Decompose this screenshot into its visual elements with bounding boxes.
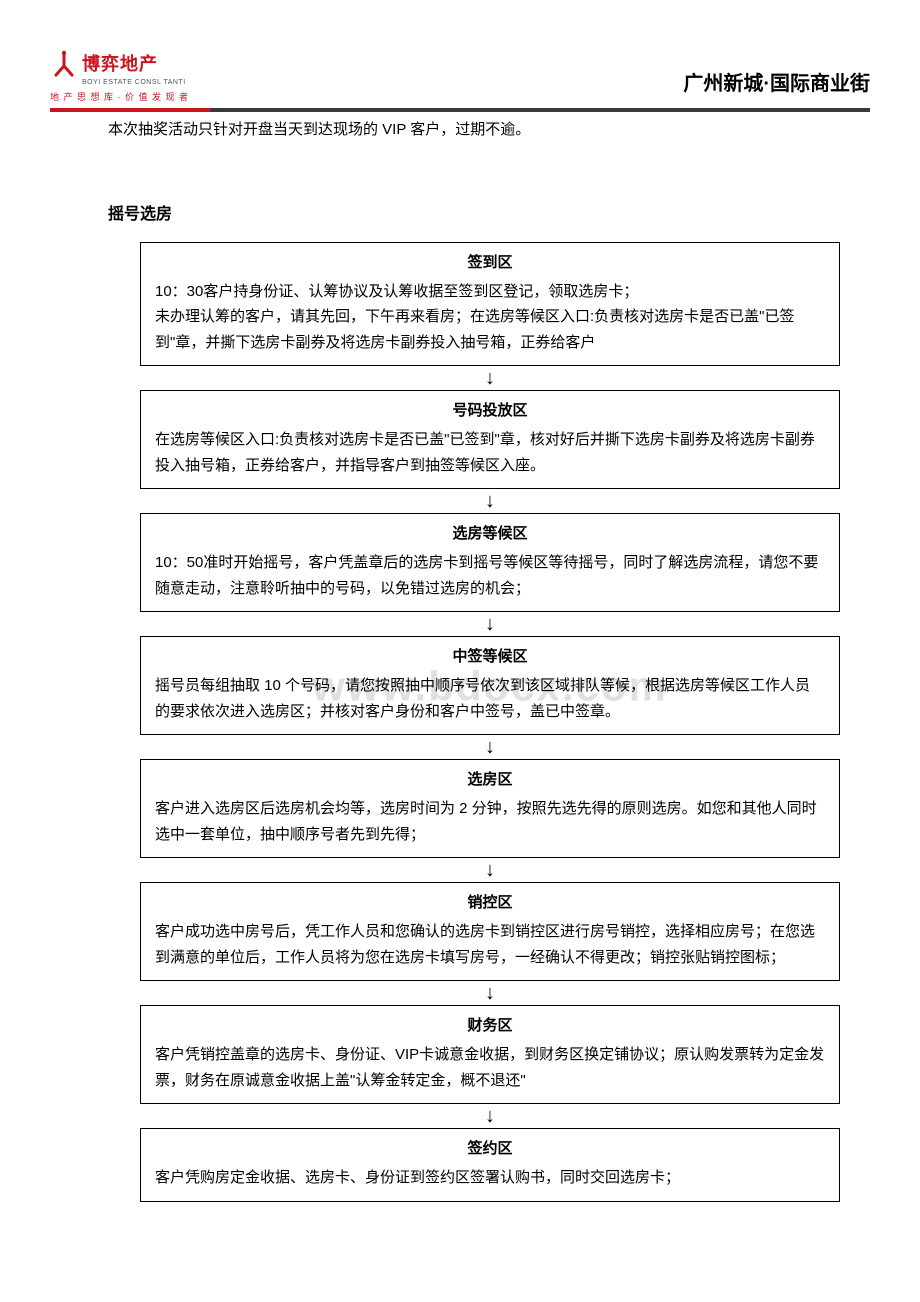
flow-box: 选房等候区 10：50准时开始摇号，客户凭盖章后的选房卡到摇号等候区等待摇号，同时… bbox=[140, 513, 840, 612]
flow-box: 号码投放区在选房等候区入口:负责核对选房卡是否已盖"已签到"章，核对好后并撕下选… bbox=[140, 390, 840, 489]
flow-box-title: 号码投放区 bbox=[155, 399, 825, 423]
flow-box: 销控区客户成功选中房号后，凭工作人员和您确认的选房卡到销控区进行房号销控，选择相… bbox=[140, 882, 840, 981]
flow-box-body: 在选房等候区入口:负责核对选房卡是否已盖"已签到"章，核对好后并撕下选房卡副券及… bbox=[155, 427, 825, 478]
flow-box-title: 财务区 bbox=[155, 1014, 825, 1038]
flow-box-title: 中签等候区 bbox=[155, 645, 825, 669]
arrow-down-icon: ↓ bbox=[485, 737, 495, 757]
header-row: 博弈地产 BOYI ESTATE CONSL TANTI 地 产 思 想 库 ·… bbox=[50, 50, 870, 104]
logo-top: 博弈地产 bbox=[50, 50, 158, 79]
flow-box-body: 客户凭销控盖章的选房卡、身份证、VIP卡诚意金收据，到财务区换定铺协议；原认购发… bbox=[155, 1042, 825, 1093]
flow-box-title: 选房区 bbox=[155, 768, 825, 792]
flow-box-body: 10：30客户持身份证、认筹协议及认筹收据至签到区登记，领取选房卡； 未办理认筹… bbox=[155, 279, 825, 356]
arrow-down-icon: ↓ bbox=[485, 1106, 495, 1126]
flow-box-title: 选房等候区 bbox=[155, 522, 825, 546]
flowchart: 签到区 10：30客户持身份证、认筹协议及认筹收据至签到区登记，领取选房卡； 未办… bbox=[140, 242, 840, 1202]
flow-box-title: 签约区 bbox=[155, 1137, 825, 1161]
flow-box-body: 客户成功选中房号后，凭工作人员和您确认的选房卡到销控区进行房号销控，选择相应房号… bbox=[155, 919, 825, 970]
header-rule-dark bbox=[210, 108, 870, 112]
logo-text-wrap: 博弈地产 bbox=[82, 50, 158, 79]
flow-box: 选房区客户进入选房区后选房机会均等，选房时间为 2 分钟，按照先选先得的原则选房… bbox=[140, 759, 840, 858]
logo-block: 博弈地产 BOYI ESTATE CONSL TANTI 地 产 思 想 库 ·… bbox=[50, 50, 189, 104]
arrow-down-icon: ↓ bbox=[485, 860, 495, 880]
flow-box-body: 客户进入选房区后选房机会均等，选房时间为 2 分钟，按照先选先得的原则选房。如您… bbox=[155, 796, 825, 847]
logo-icon bbox=[50, 50, 78, 78]
flow-box-body: 10：50准时开始摇号，客户凭盖章后的选房卡到摇号等候区等待摇号，同时了解选房流… bbox=[155, 550, 825, 601]
page-title: 广州新城·国际商业街 bbox=[683, 68, 870, 104]
flow-box: www.bdocx.com中签等候区摇号员每组抽取 10 个号码，请您按照抽中顺… bbox=[140, 636, 840, 735]
intro-text: 本次抽奖活动只针对开盘当天到达现场的 VIP 客户，过期不逾。 bbox=[108, 118, 870, 142]
flow-box: 签到区 10：30客户持身份证、认筹协议及认筹收据至签到区登记，领取选房卡； 未办… bbox=[140, 242, 840, 367]
section-title: 摇号选房 bbox=[108, 202, 870, 228]
flow-box: 财务区客户凭销控盖章的选房卡、身份证、VIP卡诚意金收据，到财务区换定铺协议；原… bbox=[140, 1005, 840, 1104]
flow-box-body: 摇号员每组抽取 10 个号码，请您按照抽中顺序号依次到该区域排队等候，根据选房等… bbox=[155, 673, 825, 724]
arrow-down-icon: ↓ bbox=[485, 983, 495, 1003]
arrow-down-icon: ↓ bbox=[485, 491, 495, 511]
flow-box-title: 销控区 bbox=[155, 891, 825, 915]
arrow-down-icon: ↓ bbox=[485, 368, 495, 388]
logo-sub-text: BOYI ESTATE CONSL TANTI bbox=[82, 77, 186, 88]
logo-main-text: 博弈地产 bbox=[82, 50, 158, 79]
flow-box-body: 客户凭购房定金收据、选房卡、身份证到签约区签署认购书，同时交回选房卡； bbox=[155, 1165, 825, 1191]
flow-box: 签约区客户凭购房定金收据、选房卡、身份证到签约区签署认购书，同时交回选房卡； bbox=[140, 1128, 840, 1202]
flow-box-title: 签到区 bbox=[155, 251, 825, 275]
header-rule bbox=[50, 108, 870, 112]
page: 博弈地产 BOYI ESTATE CONSL TANTI 地 产 思 想 库 ·… bbox=[0, 0, 920, 1242]
logo-tagline: 地 产 思 想 库 · 价 值 发 现 者 bbox=[50, 90, 189, 104]
arrow-down-icon: ↓ bbox=[485, 614, 495, 634]
